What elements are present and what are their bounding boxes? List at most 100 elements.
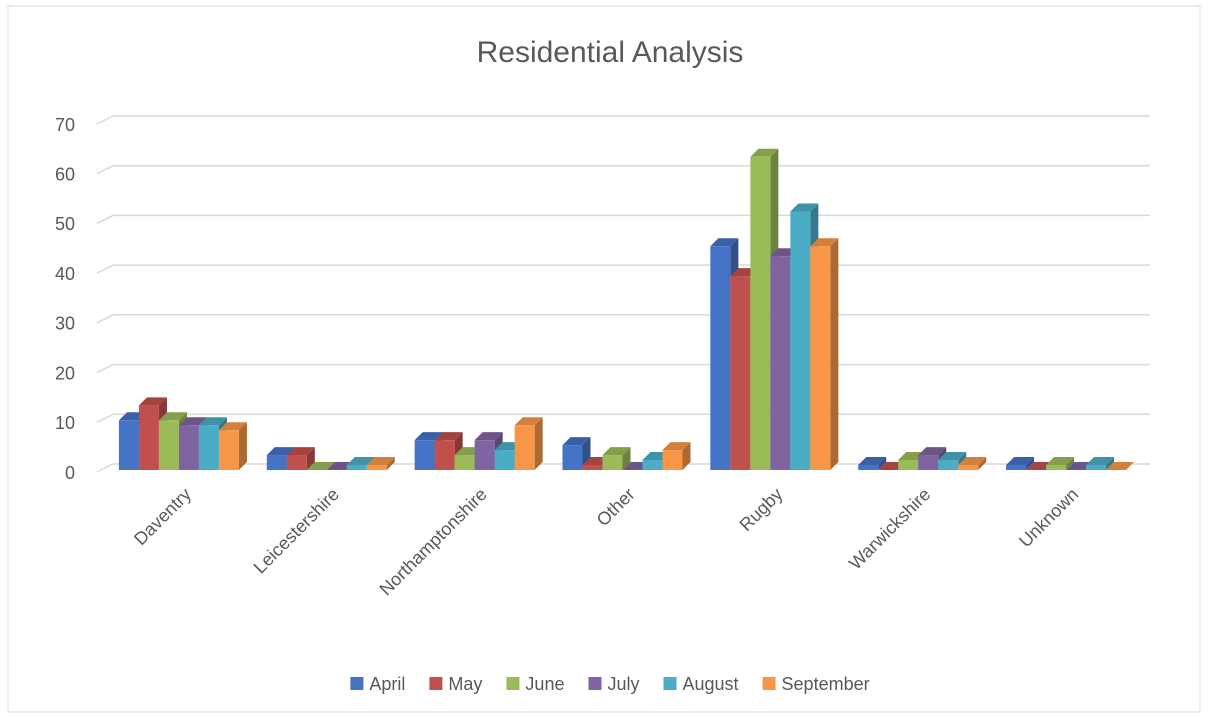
bar (770, 256, 791, 470)
bar (346, 465, 367, 470)
bar (286, 455, 307, 470)
bar-top (710, 238, 739, 247)
bar-side (238, 422, 247, 470)
bar (1086, 465, 1107, 470)
bar (938, 460, 959, 470)
bar (434, 440, 455, 470)
bar-top (198, 417, 227, 426)
legend-swatch (506, 677, 520, 690)
bar (178, 425, 199, 470)
bar (158, 420, 179, 470)
bar-top (918, 447, 947, 456)
bar (1006, 465, 1027, 470)
bar-top (750, 148, 779, 157)
bar-top (1106, 462, 1135, 470)
bar-top (514, 417, 543, 426)
bar-top (306, 462, 335, 470)
bar (514, 425, 535, 470)
bar (198, 425, 219, 470)
bar (414, 440, 435, 470)
y-tick-label: 0 (65, 463, 75, 483)
bar-top (810, 238, 839, 247)
bar (662, 450, 683, 470)
bar-top (158, 412, 187, 421)
bar-top (602, 447, 631, 456)
legend-label: June (525, 674, 564, 694)
bar (562, 445, 583, 470)
legend-label: July (607, 674, 639, 694)
bar-side (306, 447, 315, 470)
bar-side (830, 238, 839, 470)
bar-top (366, 457, 395, 466)
bar-top (218, 422, 247, 431)
legend-swatch (663, 677, 677, 690)
bar-side (386, 457, 395, 470)
bar (790, 211, 811, 470)
legend-swatch (588, 677, 602, 690)
bar (858, 465, 879, 470)
y-tick-label: 30 (55, 314, 75, 334)
grid-line (96, 115, 1150, 125)
bar (454, 455, 475, 470)
bar (366, 465, 387, 470)
bar (474, 440, 495, 470)
bar (138, 405, 159, 470)
bar-top (286, 447, 315, 456)
y-tick-label: 60 (55, 164, 75, 184)
bar (710, 246, 731, 470)
bar-top (1086, 457, 1115, 466)
legend-swatch (762, 677, 776, 690)
bar-side (1106, 457, 1115, 470)
legend-label: April (369, 674, 405, 694)
bar-side (878, 457, 887, 470)
bar-top (1046, 457, 1075, 466)
bar (642, 460, 663, 470)
bar (958, 465, 979, 470)
y-tick-label: 10 (55, 413, 75, 433)
bar (582, 465, 603, 470)
y-tick-label: 40 (55, 264, 75, 284)
bar-top (958, 457, 987, 466)
bar-top (138, 397, 167, 406)
bar (898, 460, 919, 470)
bar (494, 450, 515, 470)
bar (1046, 465, 1067, 470)
y-tick-label: 70 (55, 115, 75, 135)
grid-line (96, 164, 1150, 175)
bar-top (346, 457, 375, 466)
bar-top (1006, 457, 1035, 466)
bar-top (434, 432, 463, 441)
bar-top (790, 203, 819, 212)
chart-border (7, 5, 1201, 713)
bar (602, 455, 623, 470)
bar-side (978, 457, 987, 470)
bar-top (474, 432, 503, 441)
bar-top (562, 437, 591, 446)
legend-swatch (429, 677, 443, 690)
bar (266, 455, 287, 470)
bar-top (266, 447, 295, 456)
bar (118, 420, 139, 470)
bar (750, 156, 771, 471)
bar (218, 430, 239, 470)
bar-side (1026, 457, 1035, 470)
legend-swatch (350, 677, 364, 690)
y-tick-label: 50 (55, 214, 75, 234)
bar (810, 246, 831, 470)
bar (918, 455, 939, 470)
bar-top (662, 442, 691, 451)
chart-title: Residential Analysis (477, 36, 744, 69)
legend-label: May (448, 674, 482, 694)
bar-side (1066, 457, 1075, 470)
bar-side (534, 417, 543, 470)
legend: April May June July August September (350, 674, 870, 694)
bar-top (414, 432, 443, 441)
bar-side (622, 447, 631, 470)
y-tick-label: 20 (55, 363, 75, 383)
legend-label: August (682, 674, 738, 694)
legend-label: September (782, 674, 870, 694)
bar-top (178, 417, 207, 426)
bar (730, 276, 751, 470)
bar-side (682, 442, 691, 470)
